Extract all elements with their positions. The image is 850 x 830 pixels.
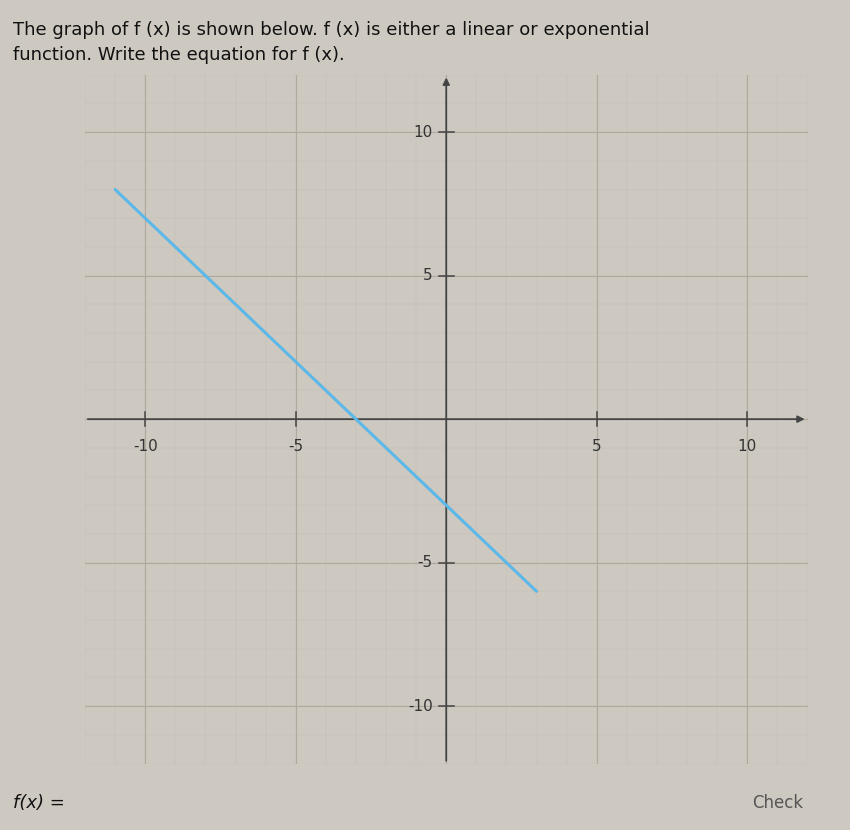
Text: The graph of ​f​ (​x​) is shown below. ​f​ (​x​) is either a linear or exponenti: The graph of ​f​ (​x​) is shown below. ​… [13,21,649,39]
Text: 10: 10 [738,439,756,454]
Text: -5: -5 [417,555,433,570]
Text: f(x) =: f(x) = [13,793,65,812]
Text: 5: 5 [423,268,433,283]
Text: -10: -10 [133,439,157,454]
Text: -5: -5 [288,439,303,454]
Text: 5: 5 [592,439,602,454]
Text: Check: Check [752,793,803,812]
Text: function. Write the equation for ​f​ (​x​).: function. Write the equation for ​f​ (​x… [13,46,344,64]
Text: 10: 10 [413,124,433,139]
Text: -10: -10 [408,699,433,714]
